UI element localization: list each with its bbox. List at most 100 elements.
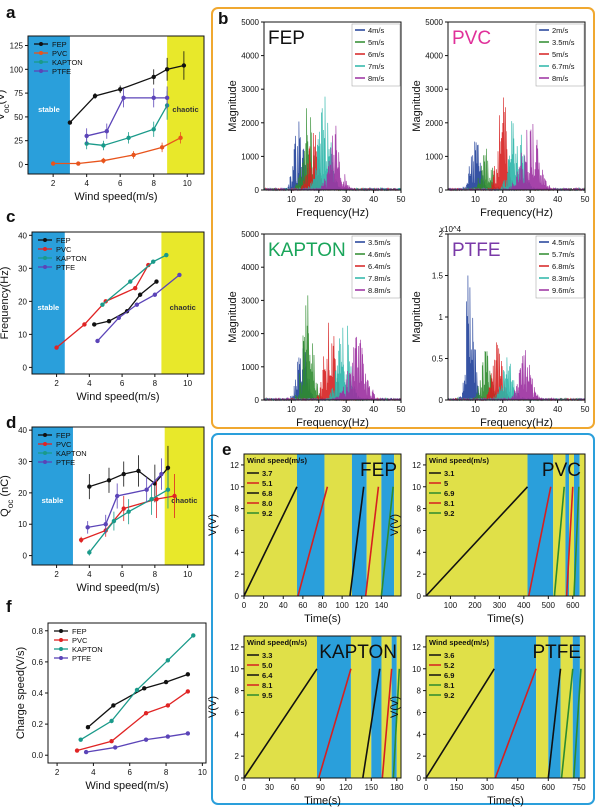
legend-entry: 3.5m/s [368,238,391,247]
zone-label: stable [38,303,60,312]
x-tick-label: 30 [265,783,274,792]
charge-curve-9.2 [573,486,580,597]
y-tick-label: 0 [23,552,28,561]
panel-f: 2 4 6 8 10 0.0 0.2 0.4 0.6 0.8 Wind speed(m/s) Char… [6,597,207,792]
y-tick-label: 1.5 [432,272,444,281]
y-axis-label: V(V) [389,696,401,718]
zone-label: chaotic [172,105,198,114]
time-segment [560,636,573,778]
legend-entry: PVC [52,49,68,58]
panel-label: f [6,597,12,616]
time-segment [569,454,574,596]
plot-frame [31,231,205,375]
charge-curve-5.1 [297,486,329,597]
panel-e-frame [211,433,595,805]
y-tick-label: 4000 [425,52,443,61]
x-tick-label: 140 [375,601,389,610]
x-tick-label: 80 [318,601,327,610]
data-point [85,525,90,530]
data-point [112,745,118,750]
charge-curve-9.2 [380,486,394,597]
x-tick-label: 300 [493,601,507,610]
data-point [163,679,169,685]
data-point [151,127,156,132]
x-axis-label: Wind speed(m/s) [74,191,157,203]
x-tick-label: 10 [198,768,207,777]
y-tick-label: 4000 [241,52,259,61]
y-tick-label: 3000 [425,85,443,94]
data-point [165,465,171,470]
y-tick-label: 2000 [241,330,259,339]
data-point [83,749,89,755]
data-point [136,468,141,474]
panel-d: stable chaotic 2 4 6 8 10 0 10 20 30 40 Wind speed(m… [0,413,205,594]
panel-b_pvc: 10 20 30 40 50 0 1000 2000 3000 4000 5000 Frequency… [411,18,590,219]
time-segment [565,454,570,596]
y-tick-label: 2 [235,570,240,579]
time-segment [426,636,495,778]
x-tick-label: 20 [259,601,268,610]
y-tick-label: 0 [23,363,28,372]
y-tick-label: 0 [255,396,260,405]
legend-marker [59,638,63,642]
legend-entry: KAPTON [52,58,83,67]
legend-entry: 7m/s [368,62,385,71]
x-tick-label: 600 [566,601,580,610]
data-point [111,703,116,708]
y-tick-label: 125 [10,42,24,51]
y-tick-label: 0.8 [32,627,44,636]
data-point [95,338,100,344]
y-tick-label: 0 [255,186,260,195]
data-point [151,259,156,264]
zone-stable [32,232,65,374]
y-tick-label: 5000 [241,18,259,27]
data-point [50,161,56,166]
legend-entry: 4.5m/s [552,238,575,247]
legend-entry: 8.3m/s [552,274,575,283]
data-point [191,633,196,638]
legend-entry: 4m/s [368,26,385,35]
data-point [144,487,149,492]
data-point [114,493,120,499]
time-segment [244,636,317,778]
x-tick-label: 30 [342,195,351,204]
time-segment [324,454,352,596]
data-point [165,703,171,708]
y-tick-label: 0.4 [32,689,44,698]
zone-label: chaotic [171,496,197,505]
time-segment [426,454,528,596]
legend-entry: 3.6 [444,651,454,660]
y-tick-label: 25 [14,137,23,146]
charge-curve-8.1 [560,668,574,779]
legend-entry: 3.7 [262,469,272,478]
data-point [121,506,126,511]
x-tick-label: 0 [242,783,247,792]
y-tick-label: 100 [10,65,24,74]
y-axis-label: V(V) [389,514,401,536]
zone-chaotic [161,232,204,374]
legend-marker [39,69,43,73]
zone-stable [28,36,70,174]
x-tick-label: 120 [339,783,353,792]
panel-label: e [222,440,231,459]
legend-entry: KAPTON [56,254,87,263]
data-point [134,687,140,693]
time-segment [394,454,401,596]
x-axis-label: Frequency(Hz) [296,417,369,429]
y-tick-label: 2 [235,752,240,761]
y-tick-label: 5000 [425,18,443,27]
time-segment [536,636,549,778]
legend-marker [39,60,43,64]
time-segment [381,636,392,778]
legend-marker [39,51,43,55]
plot-frame [263,21,402,191]
y-axis-label: Magnitude [227,80,239,131]
charge-curve-8.1 [381,668,393,779]
y-tick-label: 0 [19,160,24,169]
legend-entry: 6.9 [444,671,454,680]
x-axis-label: Time(s) [304,613,341,625]
y-tick-label: 10 [230,483,239,492]
panel-b-frame [211,7,595,429]
legend-title: Wind speed(m/s) [247,638,307,647]
